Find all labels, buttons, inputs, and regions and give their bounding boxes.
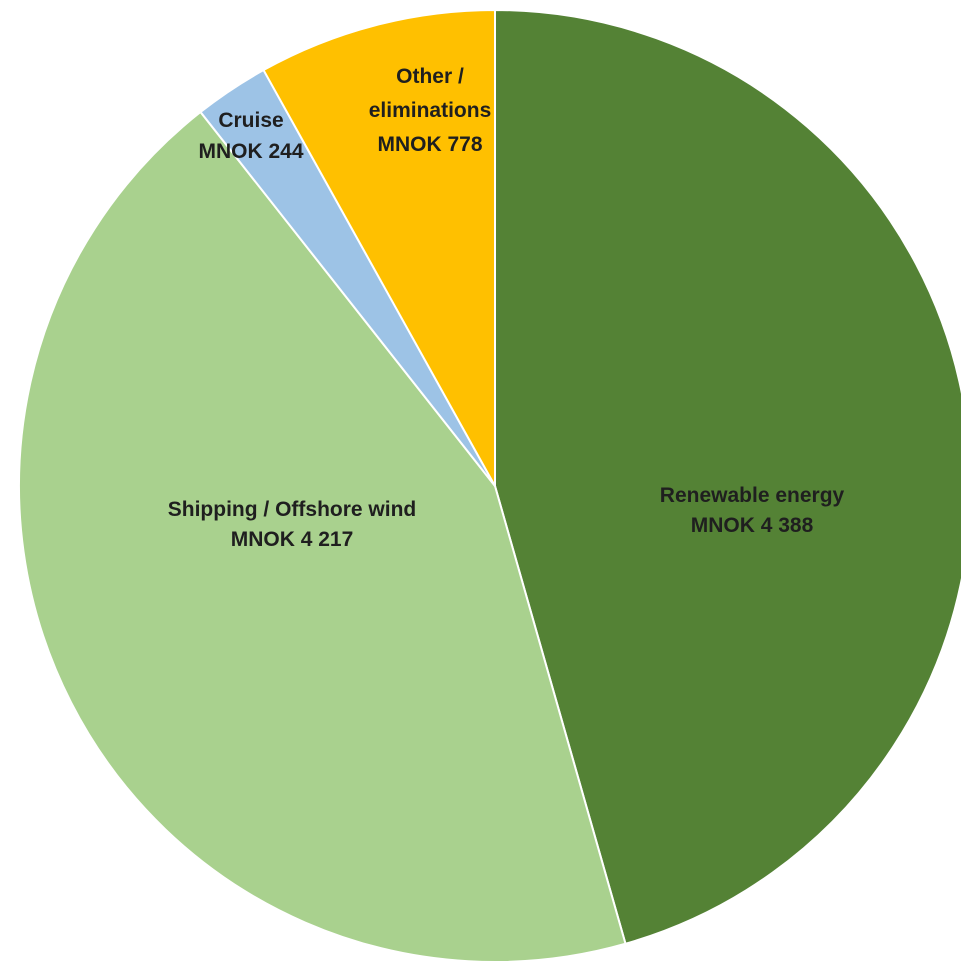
slice-label-line: eliminations [369,99,492,122]
slice-label-line: Renewable energy [660,484,845,507]
slice-label: Cruise MNOK 244 [198,109,303,163]
slice-label-line: Cruise [218,109,283,132]
slice-label-line: MNOK 4 217 [231,528,354,551]
pie-slice-shipping-offshore-wind [17,110,627,963]
slice-label: Other / eliminations MNOK 778 [369,65,492,156]
slice-label-line: MNOK 244 [198,140,303,163]
pie-labels: Renewable energy MNOK 4 388 Shipping / Off… [168,65,845,551]
slice-label-line: MNOK 778 [377,133,482,156]
pie-slices [17,8,961,963]
pie-slice-other-eliminations [262,8,496,490]
pie-slice-renewable-energy [494,8,961,945]
slice-label: Renewable energy MNOK 4 388 [660,484,845,537]
slice-label-line: Other / [396,65,464,88]
slice-label-line: MNOK 4 388 [691,514,814,537]
slice-label: Shipping / Offshore wind MNOK 4 217 [168,498,416,551]
slice-label-line: Shipping / Offshore wind [168,498,416,521]
